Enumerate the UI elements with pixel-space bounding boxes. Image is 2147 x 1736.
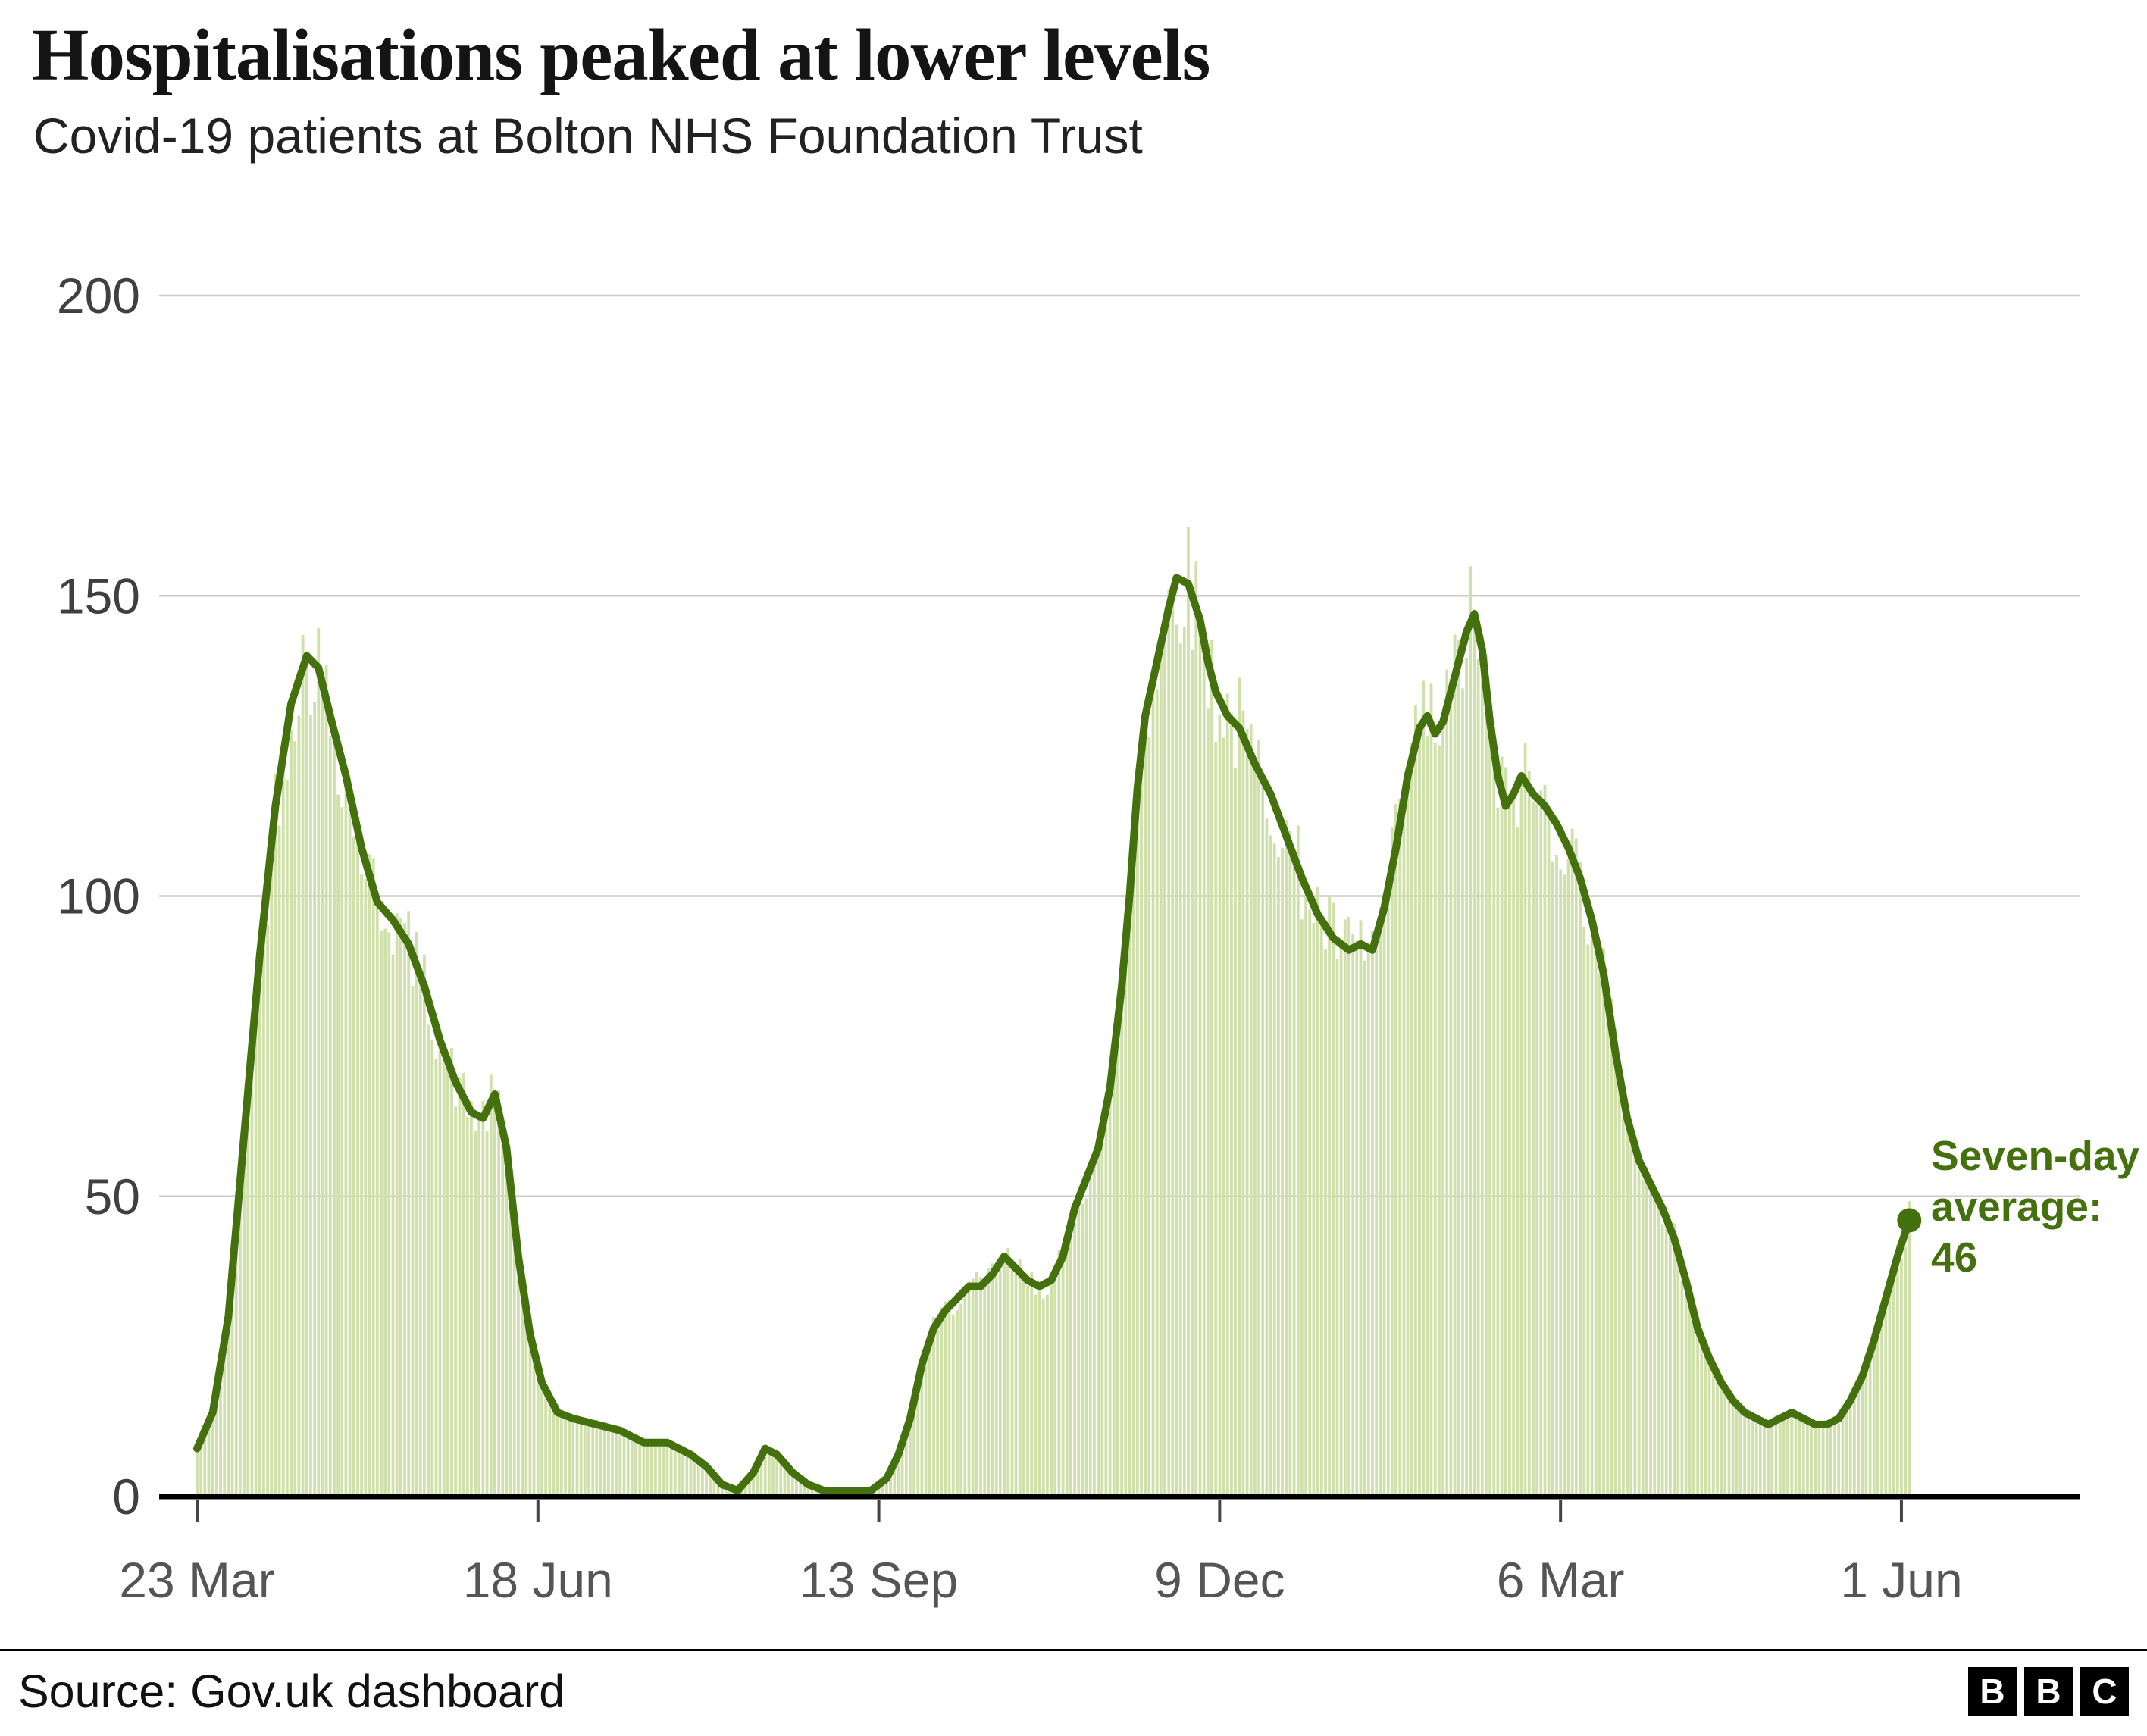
svg-text:6 Mar: 6 Mar [1497,1552,1625,1608]
svg-text:23 Mar: 23 Mar [119,1552,274,1608]
chart-footer: Source: Gov.uk dashboard B B C [0,1649,2147,1718]
chart-subtitle: Covid-19 patients at Bolton NHS Foundati… [33,107,1143,164]
x-axis-ticks [196,1500,1903,1522]
gridlines [159,294,2080,1197]
annotation-line-1: Seven-day [1931,1132,2140,1179]
svg-text:150: 150 [57,568,140,624]
bbc-logo: B B C [1968,1667,2129,1716]
svg-text:1 Jun: 1 Jun [1840,1552,1962,1608]
annotation-line-2: average: [1931,1183,2103,1231]
bbc-logo-letter-c: C [2080,1667,2129,1716]
line-end-dot [1897,1208,1922,1233]
svg-text:9 Dec: 9 Dec [1154,1552,1285,1608]
chart-header: Hospitalisations peaked at lower levels … [32,14,1210,164]
y-axis-labels: 0 50 100 150 200 [57,267,140,1525]
svg-text:50: 50 [85,1168,140,1225]
x-axis-labels: 23 Mar 18 Jun 13 Sep 9 Dec 6 Mar 1 Jun [119,1552,1962,1608]
annotation-value: 46 [1931,1234,1978,1281]
svg-text:18 Jun: 18 Jun [463,1552,613,1608]
svg-text:200: 200 [57,267,140,324]
bbc-logo-letter-b1: B [1968,1667,2017,1716]
chart-title: Hospitalisations peaked at lower levels [32,14,1210,95]
source-text: Source: Gov.uk dashboard [18,1666,565,1717]
seven-day-average-annotation: Seven-day average: 46 [1931,1131,2145,1283]
seven-day-average-line [193,574,1914,1495]
footer-divider [0,1649,2147,1651]
svg-text:0: 0 [112,1469,140,1525]
svg-text:100: 100 [57,868,140,924]
daily-bars-series [196,527,1911,1497]
bbc-logo-letter-b2: B [2024,1667,2073,1716]
svg-text:13 Sep: 13 Sep [800,1552,958,1608]
